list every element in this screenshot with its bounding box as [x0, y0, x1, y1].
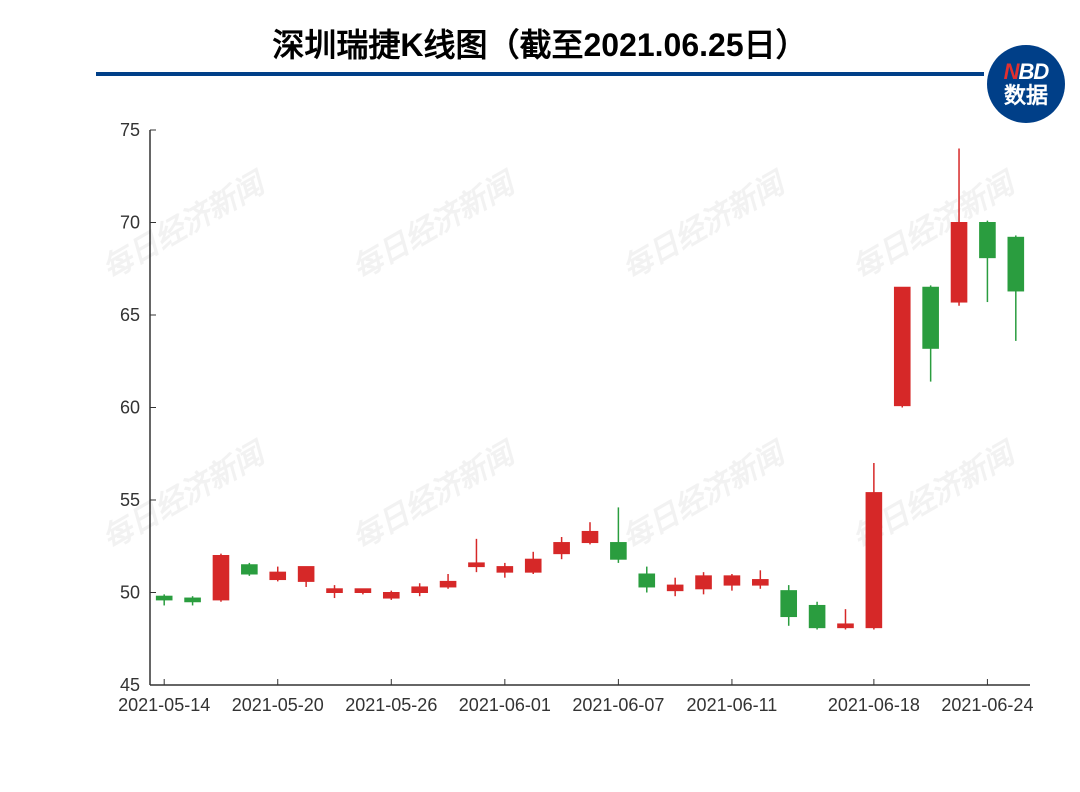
svg-text:55: 55	[120, 490, 140, 510]
svg-text:45: 45	[120, 675, 140, 695]
svg-text:2021-06-01: 2021-06-01	[459, 695, 551, 715]
svg-text:2021-06-24: 2021-06-24	[941, 695, 1033, 715]
svg-text:65: 65	[120, 305, 140, 325]
svg-text:75: 75	[120, 120, 140, 140]
svg-text:2021-06-11: 2021-06-11	[687, 695, 778, 715]
svg-text:每日经济新闻: 每日经济新闻	[617, 435, 793, 556]
plot-area: 每日经济新闻每日经济新闻每日经济新闻每日经济新闻每日经济新闻每日经济新闻每日经济…	[40, 100, 1040, 780]
svg-text:2021-05-14: 2021-05-14	[118, 695, 210, 715]
title-underline	[96, 72, 984, 76]
svg-text:2021-06-07: 2021-06-07	[572, 695, 664, 715]
svg-text:60: 60	[120, 398, 140, 418]
badge-nbd: NBD	[1004, 60, 1049, 84]
svg-text:2021-05-26: 2021-05-26	[345, 695, 437, 715]
candlestick-svg: 每日经济新闻每日经济新闻每日经济新闻每日经济新闻每日经济新闻每日经济新闻每日经济…	[40, 100, 1040, 780]
svg-text:每日经济新闻: 每日经济新闻	[847, 165, 1023, 286]
svg-text:2021-06-18: 2021-06-18	[828, 695, 920, 715]
svg-text:每日经济新闻: 每日经济新闻	[617, 165, 793, 286]
svg-text:2021-05-20: 2021-05-20	[232, 695, 324, 715]
chart-container: 深圳瑞捷K线图（截至2021.06.25日） NBD 数据 每日经济新闻每日经济…	[0, 0, 1080, 792]
chart-title: 深圳瑞捷K线图（截至2021.06.25日）	[0, 20, 1080, 66]
svg-text:70: 70	[120, 213, 140, 233]
svg-text:50: 50	[120, 583, 140, 603]
svg-text:每日经济新闻: 每日经济新闻	[347, 435, 523, 556]
svg-text:每日经济新闻: 每日经济新闻	[347, 165, 523, 286]
